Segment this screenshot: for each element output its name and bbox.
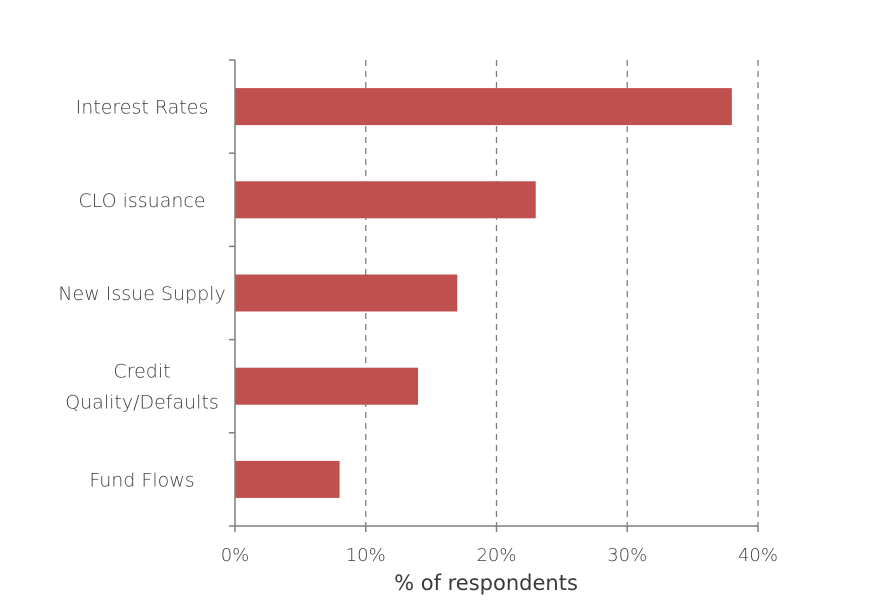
x-tick-label-2: 20% xyxy=(476,545,516,566)
bars xyxy=(235,88,732,498)
x-tick-label-3: 30% xyxy=(607,545,647,566)
x-axis-title: % of respondents xyxy=(394,571,578,595)
bar-2 xyxy=(235,274,458,312)
category-label-3: Credit Quality/Defaults xyxy=(65,361,219,414)
category-labels: Interest Rates CLO issuance New Issue Supp… xyxy=(58,97,225,492)
x-tick-label-4: 40% xyxy=(738,545,778,566)
bar-4 xyxy=(235,460,340,498)
category-label-0: Interest Rates xyxy=(76,97,209,119)
bar-1 xyxy=(235,181,536,219)
x-tick-label-1: 10% xyxy=(346,545,386,566)
x-tick-labels: 0% 10% 20% 30% 40% xyxy=(221,545,778,566)
category-label-2: New Issue Supply xyxy=(58,283,225,305)
bar-0 xyxy=(235,88,732,126)
bar-3 xyxy=(235,367,419,405)
category-label-1: CLO issuance xyxy=(78,190,205,212)
x-tick-label-0: 0% xyxy=(221,545,250,566)
axes xyxy=(229,59,759,532)
category-label-4: Fund Flows xyxy=(89,469,194,491)
